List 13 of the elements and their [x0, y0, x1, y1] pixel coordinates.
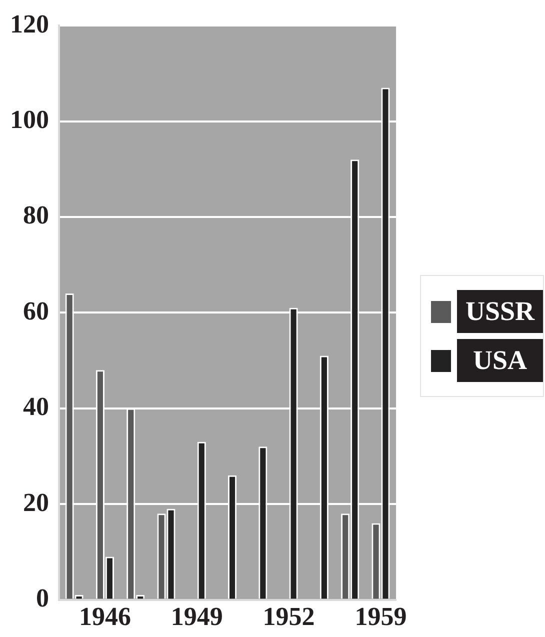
legend-label: USSR	[457, 290, 543, 333]
y-tick-label: 0	[36, 584, 49, 613]
x-tick-label: 1946	[78, 602, 131, 632]
y-tick-label: 60	[23, 296, 49, 326]
y-tick-label: 80	[23, 200, 49, 230]
x-tick-label: 1952	[262, 602, 315, 632]
y-tick-label: 100	[10, 105, 49, 134]
x-tick-label: 1959	[354, 602, 407, 632]
x-tick-label: 1949	[170, 602, 223, 632]
y-tick-label: 120	[10, 9, 49, 38]
legend-label: USA	[457, 339, 543, 382]
y-tick-label: 40	[23, 392, 49, 422]
y-tick-label: 20	[23, 488, 49, 517]
